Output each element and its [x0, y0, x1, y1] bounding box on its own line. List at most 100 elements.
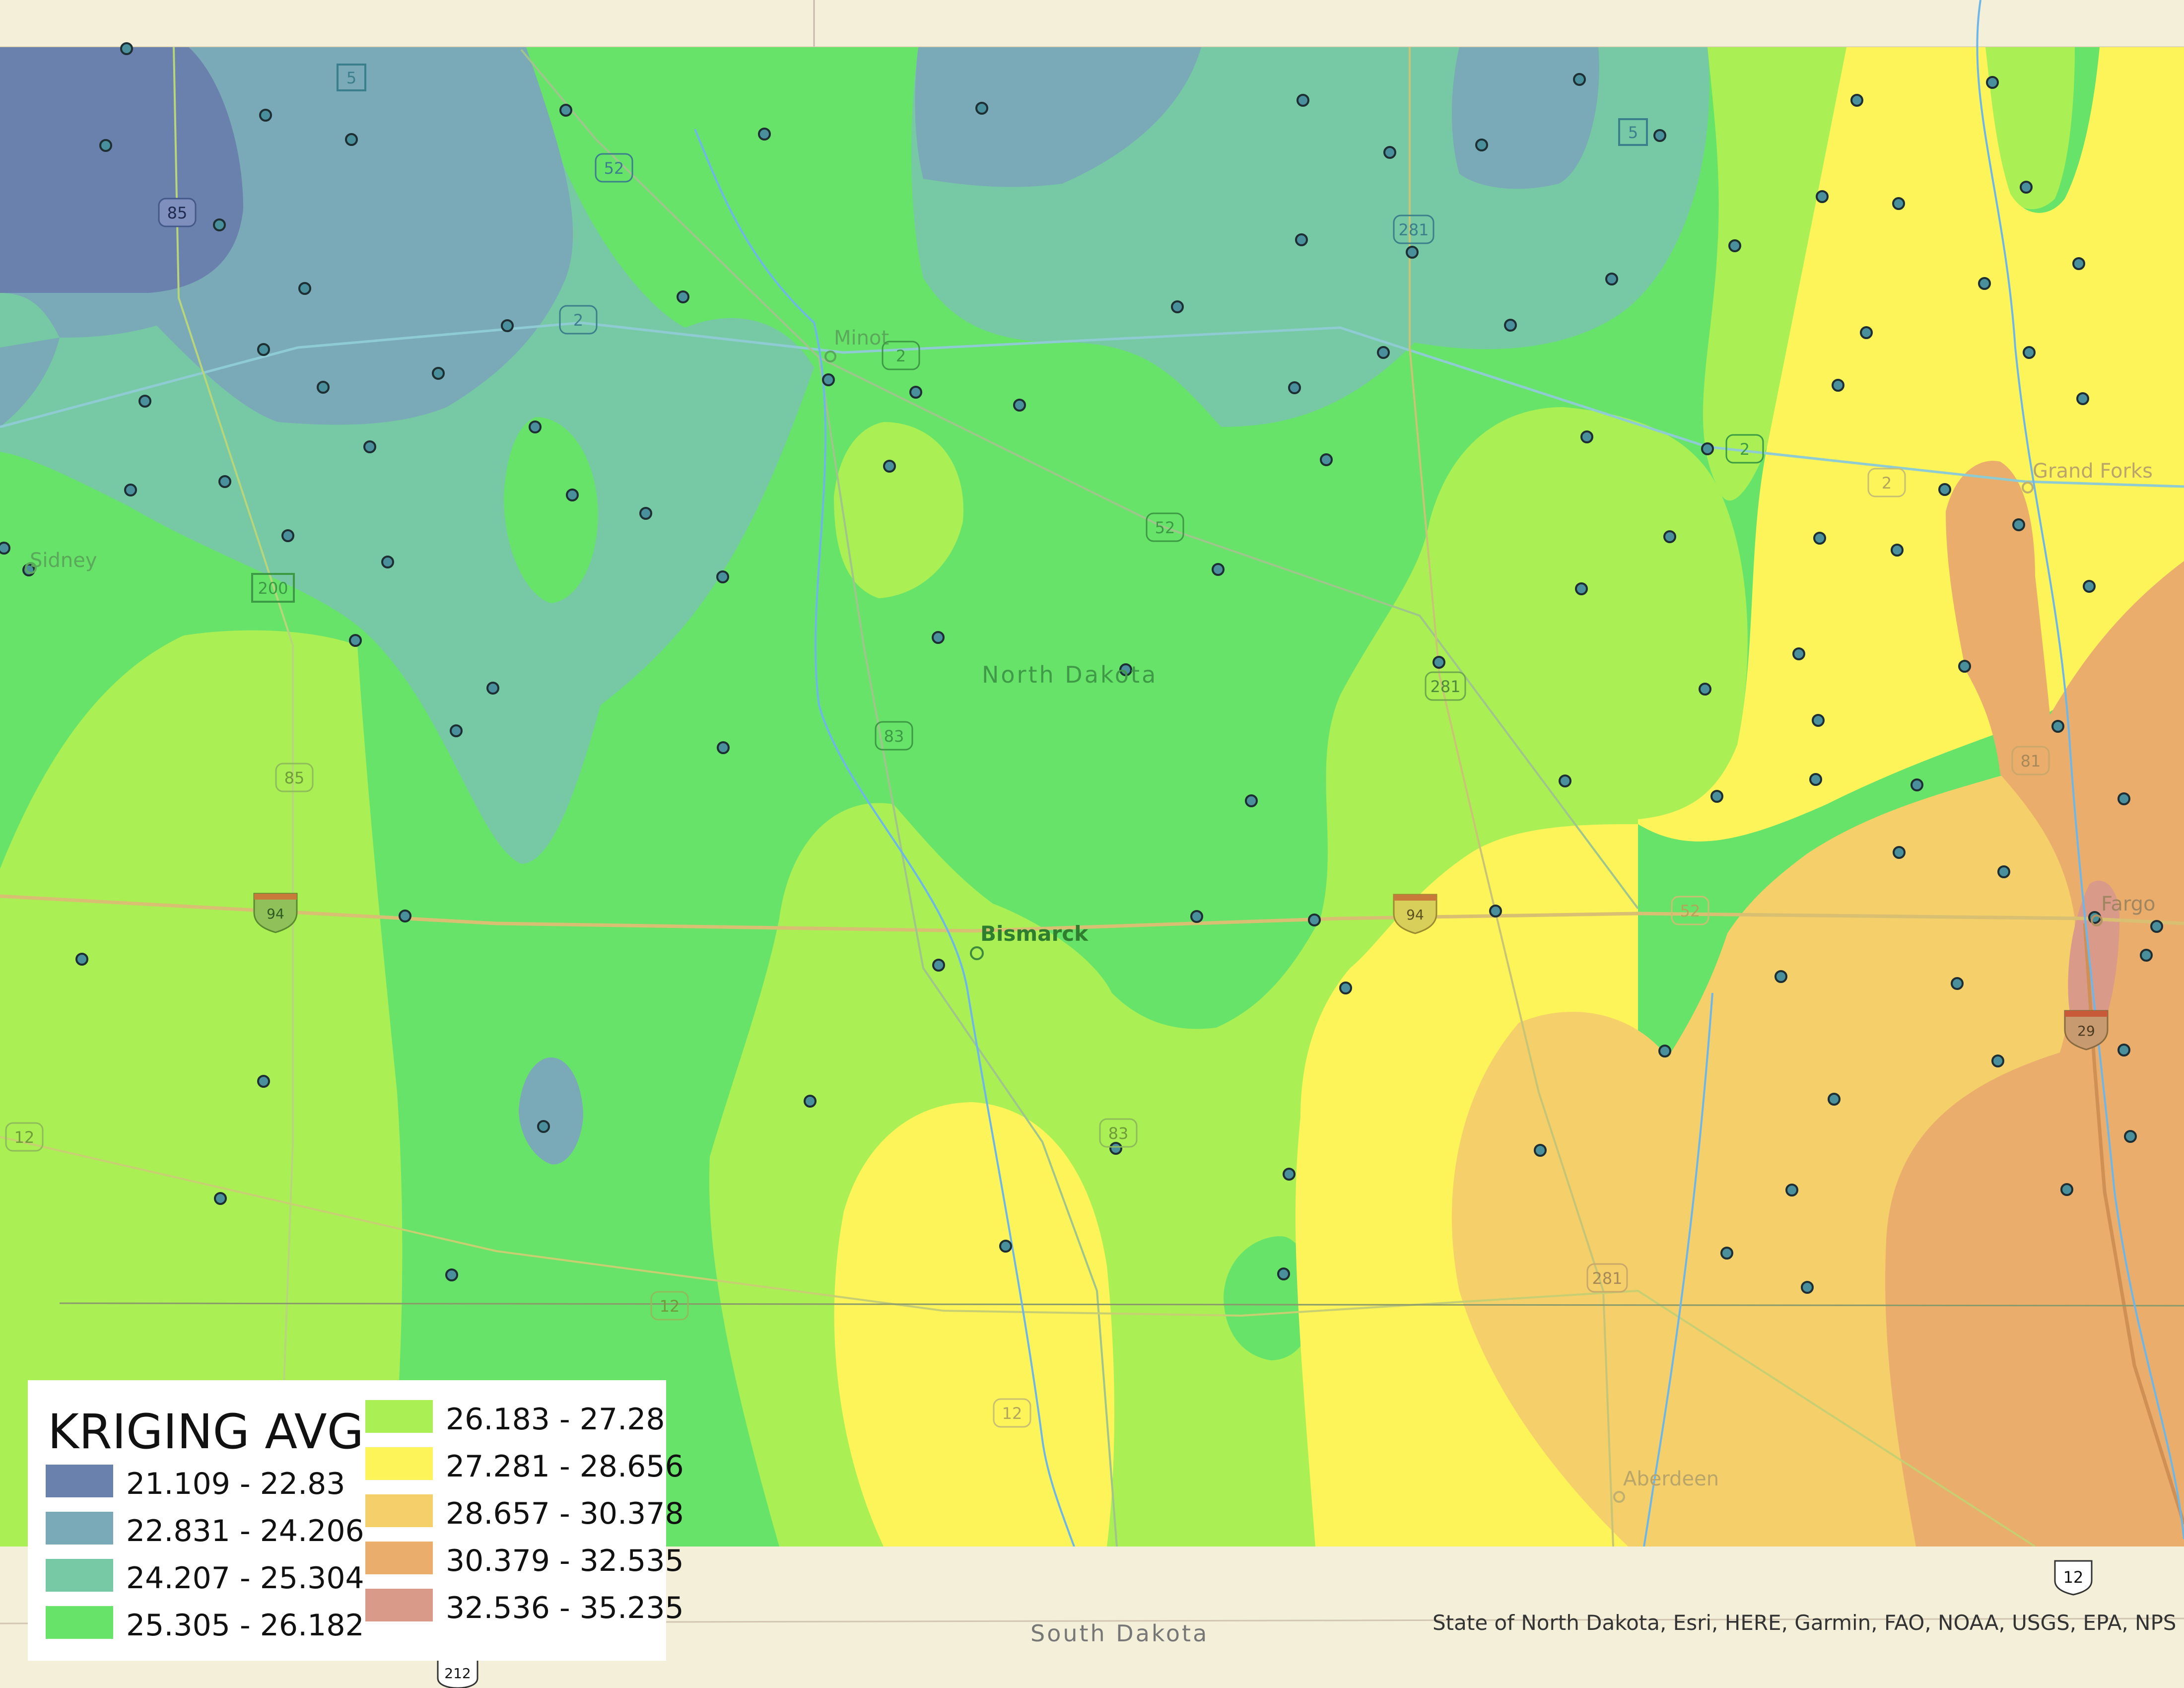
- station-point: [2150, 920, 2163, 933]
- station-point: [2140, 949, 2153, 962]
- interstate-shield-29: 29: [2064, 1010, 2109, 1051]
- station-point: [1288, 381, 1301, 394]
- highway-281: [1409, 47, 1614, 1547]
- station-point: [1406, 246, 1419, 259]
- station-point: [1850, 94, 1863, 107]
- shield-label: 85: [284, 769, 305, 787]
- state-label-south-dakota: South Dakota: [1030, 1620, 1209, 1647]
- station-point: [909, 386, 922, 399]
- station-point: [1297, 94, 1309, 107]
- station-point: [1911, 778, 1923, 791]
- station-point: [1816, 190, 1829, 203]
- legend-label: 21.109 - 22.83: [126, 1467, 345, 1501]
- station-point: [2124, 1130, 2137, 1143]
- shield-label: 12: [1002, 1404, 1023, 1423]
- station-point: [1190, 910, 1203, 923]
- station-point: [2020, 181, 2033, 194]
- city-marker-minot: [824, 351, 836, 362]
- legend-swatch: [365, 1542, 433, 1574]
- station-point: [363, 440, 376, 453]
- station-point: [257, 1075, 270, 1088]
- zone-30-379: [1885, 461, 2184, 1547]
- station-point: [399, 910, 411, 922]
- highway-shield-12: 12: [993, 1398, 1031, 1428]
- station-point: [1245, 794, 1258, 807]
- station-point: [281, 529, 294, 542]
- red-river: [1976, 0, 2184, 1540]
- shield-label: 85: [167, 204, 188, 222]
- station-point: [298, 282, 311, 295]
- station-point: [1383, 146, 1396, 159]
- highway-shield-85: 85: [158, 198, 197, 227]
- station-point: [138, 395, 151, 408]
- highway-shield-2: 2: [1867, 468, 1906, 497]
- zone-21-109: [0, 47, 243, 293]
- station-point: [2117, 792, 2130, 805]
- highway-shields: 5 5 85 52 2 2 281 2 2 200 52 281 83 81 8…: [5, 64, 2109, 1688]
- station-point: [1320, 453, 1333, 466]
- highway-shield-281: 281: [1586, 1263, 1628, 1293]
- highway-shield-83: 83: [1099, 1118, 1138, 1148]
- station-point: [1109, 1142, 1122, 1155]
- shield-label: 2: [573, 311, 583, 330]
- station-point: [1119, 663, 1132, 676]
- interstate-shield-94: 94: [1393, 894, 1437, 934]
- station-point: [883, 460, 896, 473]
- highway-shield-52: 52: [595, 153, 633, 183]
- zone-22-831: [1452, 47, 1599, 189]
- place-label-sidney: Sidney: [30, 549, 97, 572]
- station-point: [1891, 544, 1904, 557]
- highway-shield-12: 12: [2054, 1560, 2093, 1596]
- station-point: [218, 475, 231, 488]
- station-point: [345, 133, 358, 146]
- highway-12: [0, 1136, 2036, 1547]
- station-points: [0, 42, 2163, 1294]
- station-point: [501, 319, 514, 332]
- shield-label: 81: [2021, 752, 2041, 771]
- station-point: [1809, 773, 1822, 786]
- station-point: [1812, 714, 1825, 727]
- highway-52: [520, 49, 1639, 910]
- zone-27-281: [834, 1102, 1114, 1547]
- legend-label: 26.183 - 27.28: [446, 1402, 665, 1437]
- place-label-minot: Minot: [834, 327, 889, 350]
- legend-swatch: [46, 1606, 113, 1639]
- station-point: [1720, 1247, 1733, 1260]
- station-point: [1801, 1281, 1814, 1294]
- shield-label: 281: [1398, 220, 1429, 239]
- zone-25-305: [683, 47, 819, 265]
- zone-25-305: [1224, 1236, 1313, 1360]
- station-point: [1699, 683, 1711, 696]
- legend-swatch: [365, 1447, 433, 1480]
- station-point: [677, 290, 689, 303]
- station-point: [1938, 483, 1951, 496]
- station-point: [717, 741, 730, 754]
- station-point: [975, 102, 988, 115]
- city-markers: [25, 351, 2103, 1503]
- highway-shield-52: 52: [1671, 896, 1709, 925]
- interstate-shield-94: 94: [253, 893, 298, 933]
- station-point: [2072, 257, 2085, 270]
- city-marker-bismarck: [970, 946, 984, 960]
- station-point: [1475, 139, 1488, 151]
- shield-label: 52: [1680, 902, 1701, 920]
- station-point: [1958, 660, 1971, 673]
- station-point: [432, 367, 445, 380]
- station-point: [381, 556, 394, 568]
- state-line-nd-sd: [59, 1302, 2184, 1307]
- station-point: [124, 484, 137, 496]
- station-point: [1504, 319, 1517, 332]
- station-point: [0, 542, 10, 555]
- legend-swatch: [365, 1400, 433, 1433]
- shield-label: 94: [267, 906, 284, 922]
- station-point: [1978, 277, 1991, 290]
- station-point: [259, 109, 272, 122]
- station-point: [1785, 1184, 1798, 1196]
- shield-label: 83: [1108, 1124, 1129, 1143]
- station-point: [214, 1192, 227, 1205]
- station-point: [257, 343, 270, 356]
- station-point: [999, 1240, 1012, 1253]
- shield-label: 83: [884, 727, 904, 746]
- highway-shield-281: 281: [1425, 671, 1466, 701]
